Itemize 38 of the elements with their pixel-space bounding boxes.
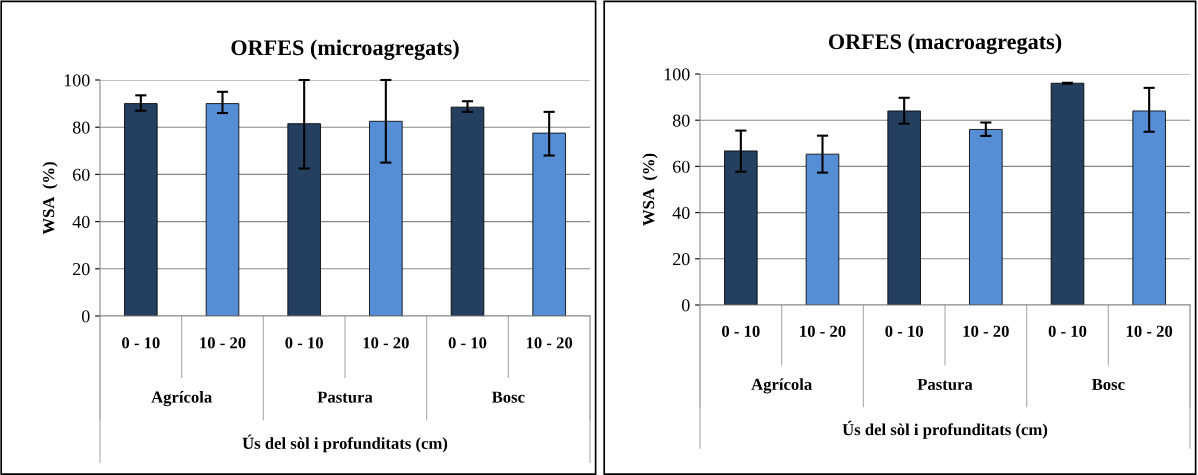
text: Agrícola bbox=[751, 378, 812, 394]
chart-title: ORFES (microagregats) bbox=[231, 39, 459, 60]
y-tick-label: 60 bbox=[673, 160, 690, 173]
y-tick-label: 40 bbox=[672, 206, 690, 220]
x-axis-title: Ús del sòl i profunditats (cm) bbox=[842, 420, 1048, 439]
text: Pastura bbox=[917, 378, 973, 391]
y-tick-label: 60 bbox=[73, 168, 90, 181]
y-tick-label: 40 bbox=[72, 215, 90, 229]
x-tick-label: 0 - 10 bbox=[285, 337, 323, 349]
text: Pastura bbox=[317, 391, 373, 403]
x-tick-label: 10 - 20 bbox=[1126, 325, 1173, 337]
x-tick-label: 0 - 10 bbox=[885, 325, 923, 337]
x-axis-title: Ús del sòl i profunditats (cm) bbox=[242, 434, 448, 453]
y-tick-label: 100 bbox=[664, 68, 690, 81]
y-tick-label: 0 bbox=[81, 310, 90, 323]
x-tick-label: 10 - 20 bbox=[200, 337, 246, 349]
x-tick-label: 0 - 10 bbox=[1048, 325, 1087, 337]
y-tick-label: 100 bbox=[64, 74, 90, 87]
y-axis-title: WSA (%) bbox=[642, 153, 658, 226]
y-tick-label: 20 bbox=[73, 263, 90, 276]
x-tick-label: 0 - 10 bbox=[448, 337, 487, 349]
x-tick-label: 10 - 20 bbox=[800, 325, 846, 337]
text: Bosc bbox=[1091, 378, 1125, 391]
y-tick-label: 80 bbox=[672, 114, 690, 127]
bar bbox=[1050, 82, 1085, 305]
text: Agrícola bbox=[151, 390, 212, 407]
text: Bosc bbox=[491, 391, 525, 403]
x-tick-label: 10 - 20 bbox=[363, 337, 409, 349]
x-tick-label: 10 - 20 bbox=[526, 337, 573, 349]
x-tick-label: 0 - 10 bbox=[722, 325, 760, 337]
y-axis-title: WSA (%) bbox=[42, 162, 58, 235]
bar bbox=[450, 106, 485, 316]
x-tick-label: 10 - 20 bbox=[963, 325, 1009, 337]
y-tick-label: 80 bbox=[72, 121, 90, 134]
y-tick-label: 20 bbox=[673, 253, 690, 266]
y-tick-label: 0 bbox=[681, 299, 690, 312]
chart-title: ORFES (macroagregats) bbox=[828, 33, 1062, 54]
x-tick-label: 0 - 10 bbox=[122, 337, 160, 349]
